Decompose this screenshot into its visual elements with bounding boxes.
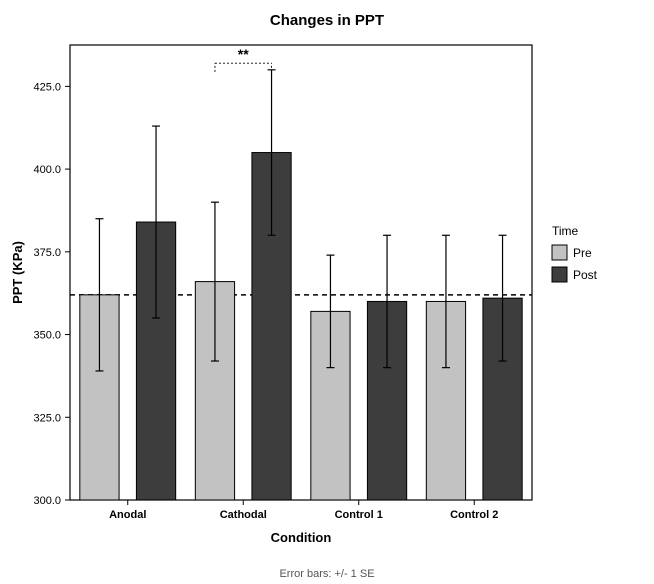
x-tick-label: Anodal — [109, 509, 146, 521]
legend-title: Time — [552, 224, 579, 238]
legend-swatch — [552, 245, 567, 260]
y-tick-label: 425.0 — [33, 81, 61, 93]
x-tick-label: Cathodal — [220, 509, 267, 521]
chart-caption: Error bars: +/- 1 SE — [0, 568, 654, 580]
chart-container: Changes in PPT 300.0 325.0 350.0 375.0 400.0… — [0, 0, 654, 584]
legend-label: Pre — [573, 246, 592, 260]
y-axis-label: PPT (KPa) — [10, 241, 25, 304]
y-tick-label: 300.0 — [33, 495, 61, 507]
sig-label: ** — [238, 46, 249, 62]
y-tick-label: 325.0 — [33, 412, 61, 424]
legend-label: Post — [573, 268, 598, 282]
x-tick-label: Control 2 — [450, 509, 498, 521]
y-tick-label: 400.0 — [33, 164, 61, 176]
y-tick-label: 375.0 — [33, 247, 61, 259]
chart-svg: 300.0 325.0 350.0 375.0 400.0 425.0 PPT (KPa) A… — [0, 0, 654, 584]
x-axis-label: Condition — [271, 530, 332, 545]
y-tick-label: 350.0 — [33, 330, 61, 342]
chart-title: Changes in PPT — [0, 12, 654, 29]
x-tick-label: Control 1 — [335, 509, 383, 521]
legend-swatch — [552, 267, 567, 282]
